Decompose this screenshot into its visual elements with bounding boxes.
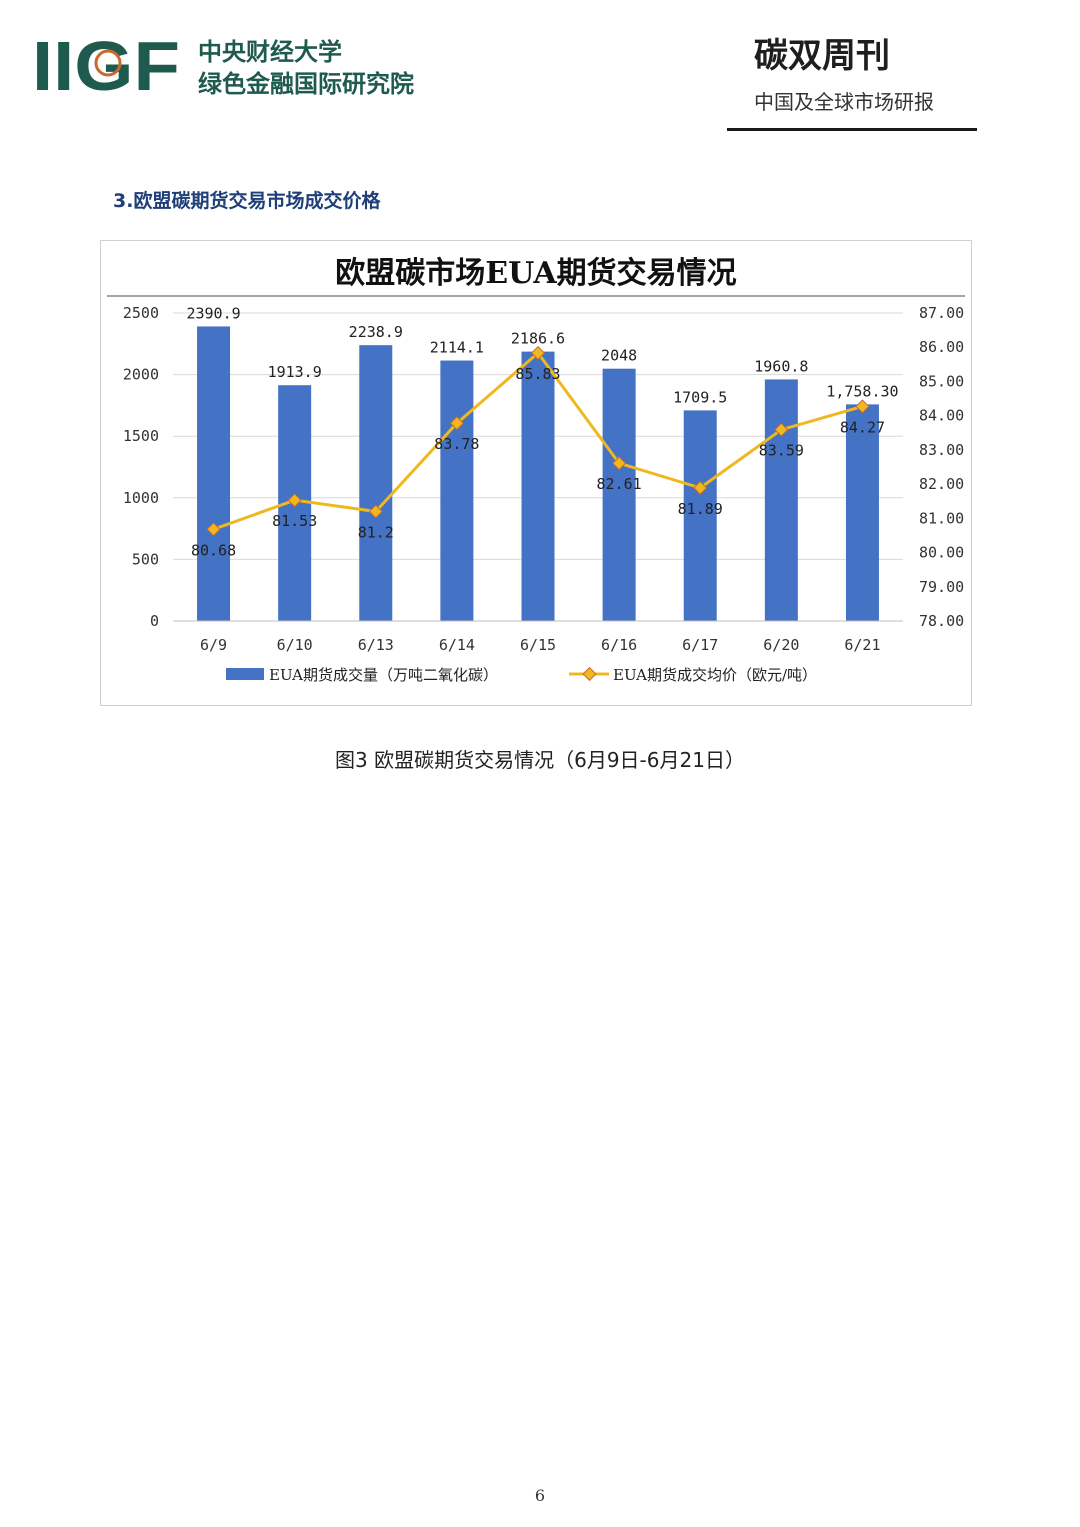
x-tick-label: 6/15: [520, 636, 556, 654]
price-point: [693, 480, 708, 495]
bar-data-label: 1913.9: [268, 363, 322, 381]
publication-title: 碳双周刊: [754, 36, 890, 76]
y-left-tick-label: 2500: [123, 304, 159, 322]
bar: [764, 379, 798, 621]
y-right-tick-label: 81.00: [919, 509, 964, 527]
line-data-label: 85.83: [515, 365, 560, 383]
line-data-label: 82.61: [597, 475, 642, 493]
x-tick-label: 6/17: [682, 636, 718, 654]
y-left-tick-label: 1000: [123, 489, 159, 507]
price-point: [206, 522, 221, 537]
line-data-label: 80.68: [191, 541, 236, 559]
chart-title: 欧盟碳市场EUA期货交易情况: [335, 256, 736, 291]
price-point: [855, 399, 870, 414]
x-tick-label: 6/20: [763, 636, 799, 654]
bar: [683, 410, 717, 621]
line-data-label: 81.53: [272, 512, 317, 530]
bar-data-label: 2390.9: [186, 304, 240, 322]
y-left-tick-label: 2000: [123, 366, 159, 384]
org-name-line1: 中央财经大学: [198, 38, 342, 66]
bar: [602, 368, 636, 621]
x-tick-label: 6/9: [200, 636, 227, 654]
price-point: [449, 416, 464, 431]
y-right-tick-label: 87.00: [919, 304, 964, 322]
bar-data-label: 2114.1: [430, 339, 484, 357]
price-point: [612, 456, 627, 471]
x-tick-label: 6/21: [844, 636, 880, 654]
line-data-label: 83.59: [759, 442, 804, 460]
bar-data-label: 1709.5: [673, 388, 727, 406]
legend-marker-price: [582, 666, 597, 682]
legend-swatch-volume: [226, 668, 264, 680]
bar-data-label: 2048: [601, 347, 637, 365]
x-tick-label: 6/13: [358, 636, 394, 654]
line-layer: [206, 345, 870, 537]
price-point: [368, 504, 383, 519]
y-left-tick-label: 1500: [123, 427, 159, 445]
logo-text: IIGF: [32, 30, 180, 96]
line-data-label: 84.27: [840, 418, 885, 436]
figure-caption: 图3 欧盟碳期货交易情况（6月9日-6月21日）: [335, 748, 745, 772]
line-data-label: 81.89: [678, 500, 723, 518]
y-right-tick-label: 86.00: [919, 338, 964, 356]
legend: EUA期货成交量（万吨二氧化碳） EUA期货成交均价（欧元/吨）: [226, 666, 817, 684]
y-right-tick-label: 85.00: [919, 372, 964, 390]
line-data-label: 83.78: [434, 435, 479, 453]
legend-label-price: EUA期货成交均价（欧元/吨）: [613, 666, 817, 684]
y-right-tick-label: 83.00: [919, 441, 964, 459]
eua-chart: 欧盟碳市场EUA期货交易情况 2390.9 1913.9 2238.9 2114.1 2…: [100, 240, 972, 706]
y-right-tick-label: 78.00: [919, 612, 964, 630]
y-right-tick-label: 82.00: [919, 475, 964, 493]
x-tick-label: 6/16: [601, 636, 637, 654]
bar-data-label: 2186.6: [511, 330, 565, 348]
price-point: [530, 345, 546, 361]
x-tick-label: 6/10: [277, 636, 313, 654]
bar: [845, 404, 879, 621]
section-heading: 3.欧盟碳期货交易市场成交价格: [113, 190, 381, 212]
price-point: [774, 422, 789, 437]
bar-data-label: 1,758.30: [826, 382, 898, 400]
legend-label-volume: EUA期货成交量（万吨二氧化碳）: [269, 666, 498, 684]
publication-subtitle: 中国及全球市场研报: [754, 90, 934, 114]
org-name-line2: 绿色金融国际研究院: [198, 70, 414, 98]
header-rule: [727, 128, 977, 131]
bar: [521, 351, 555, 621]
iigf-logo: IIGF: [32, 30, 180, 96]
line-data-label: 81.2: [358, 523, 394, 541]
price-point: [287, 493, 302, 508]
y-right-tick-label: 79.00: [919, 578, 964, 596]
axis-layer: 0 500 1000 1500 2000 2500 78.00 79.00 80.00 81.00…: [123, 304, 964, 654]
globe-icon: [94, 49, 122, 77]
bar: [359, 345, 393, 621]
bar-data-label: 1960.8: [754, 357, 808, 375]
y-left-tick-label: 500: [132, 550, 159, 568]
bar-data-label: 2238.9: [349, 323, 403, 341]
x-tick-label: 6/14: [439, 636, 475, 654]
label-layer: 2390.9 1913.9 2238.9 2114.1 2186.6 2048 1709.5…: [186, 304, 898, 559]
y-right-tick-label: 80.00: [919, 544, 964, 562]
bar: [440, 360, 474, 621]
y-right-tick-label: 84.00: [919, 407, 964, 425]
page-number: 6: [534, 1486, 546, 1505]
bar: [197, 326, 231, 621]
y-left-tick-label: 0: [150, 612, 159, 630]
